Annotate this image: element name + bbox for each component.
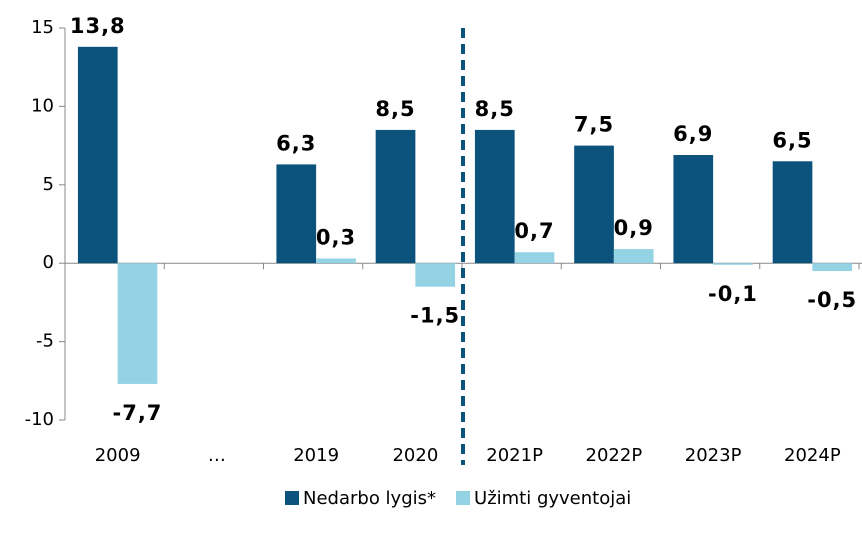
- value-label: 6,3: [276, 131, 316, 155]
- bar: [514, 252, 555, 264]
- y-tick-label: 5: [43, 174, 54, 195]
- legend-swatch: [285, 491, 299, 505]
- bar: [276, 164, 317, 264]
- y-tick-label: 10: [31, 95, 54, 116]
- x-tick-label: 2009: [95, 445, 141, 466]
- value-label: 6,9: [673, 122, 713, 146]
- legend-label: Nedarbo lygis*: [303, 488, 436, 509]
- value-label: 0,3: [316, 225, 356, 249]
- x-tick-label: 2020: [392, 445, 438, 466]
- y-tick-label: -10: [25, 409, 54, 430]
- y-tick-label: -5: [36, 331, 54, 352]
- value-label: -0,1: [708, 282, 758, 306]
- x-tick-label: 2019: [293, 445, 339, 466]
- bar: [375, 129, 416, 264]
- value-label: 8,5: [375, 97, 415, 121]
- bar: [713, 263, 753, 265]
- bar: [415, 263, 456, 287]
- value-label: -0,5: [807, 288, 857, 312]
- value-label: 7,5: [574, 113, 614, 137]
- x-tick-label: 2022P: [586, 445, 643, 466]
- value-label: -1,5: [410, 304, 460, 328]
- legend-label: Užimti gyventojai: [474, 488, 631, 509]
- bar: [474, 129, 515, 264]
- bar: [316, 258, 356, 264]
- legend-swatch: [456, 491, 471, 505]
- value-label: 13,8: [70, 14, 126, 38]
- x-tick-label: …: [208, 445, 226, 466]
- value-label: 6,5: [772, 128, 812, 152]
- value-label: 0,9: [614, 216, 654, 240]
- bar: [812, 263, 853, 272]
- bar: [77, 46, 118, 264]
- bar: [772, 161, 813, 264]
- x-tick-label: 2023P: [685, 445, 742, 466]
- bar: [673, 155, 714, 264]
- x-tick-label: 2021P: [486, 445, 543, 466]
- y-tick-label: 0: [43, 252, 54, 273]
- bar: [613, 249, 654, 264]
- y-tick-label: 15: [31, 17, 54, 38]
- x-tick-label: 2024P: [784, 445, 841, 466]
- bar: [574, 145, 614, 264]
- value-label: 8,5: [475, 97, 515, 121]
- bar: [117, 263, 158, 384]
- value-label: 0,7: [514, 219, 554, 243]
- value-label: -7,7: [113, 401, 163, 425]
